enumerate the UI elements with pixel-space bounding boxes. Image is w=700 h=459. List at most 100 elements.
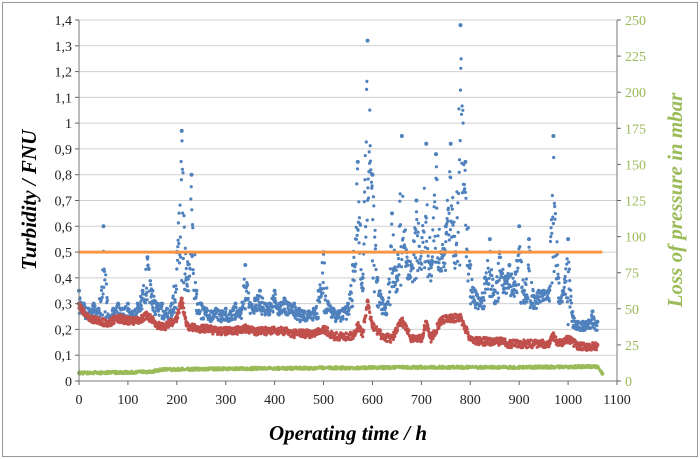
data-point: [194, 295, 198, 299]
data-point: [319, 294, 323, 298]
data-point: [144, 286, 149, 290]
data-point: [431, 216, 435, 220]
data-point: [402, 243, 406, 247]
data-point: [353, 269, 357, 273]
data-point: [470, 290, 474, 294]
data-point: [101, 292, 105, 296]
data-point: [422, 186, 426, 190]
data-point: [548, 341, 552, 345]
data-point: [247, 291, 251, 295]
data-point: [174, 306, 178, 310]
data-point: [293, 305, 298, 309]
data-point: [400, 257, 404, 262]
data-point: [104, 273, 108, 277]
data-point: [179, 178, 183, 182]
data-point: [186, 260, 190, 264]
data-point: [453, 234, 457, 238]
data-point: [456, 259, 460, 263]
data-point: [180, 278, 184, 283]
data-point: [504, 286, 508, 290]
data-point: [491, 277, 495, 281]
data-point: [177, 261, 181, 265]
series-loss-of-pressure: [77, 363, 605, 376]
data-point: [389, 340, 393, 344]
data-point: [181, 301, 185, 305]
data-point: [487, 237, 492, 242]
data-point: [176, 221, 180, 225]
data-point: [489, 287, 493, 291]
data-point: [144, 293, 148, 297]
data-point: [267, 326, 271, 330]
data-point: [177, 211, 181, 215]
data-point: [364, 225, 368, 229]
data-point: [171, 294, 175, 298]
data-point: [219, 320, 223, 324]
data-point: [148, 301, 152, 305]
data-point: [260, 312, 264, 316]
data-point: [463, 190, 467, 194]
data-point: [238, 325, 242, 329]
data-point: [460, 191, 464, 195]
data-point: [518, 245, 522, 249]
data-point: [487, 276, 491, 280]
data-point: [590, 309, 595, 314]
data-point: [455, 241, 459, 245]
data-point: [126, 318, 130, 322]
data-point: [405, 255, 409, 259]
data-point: [556, 272, 560, 276]
data-point: [175, 258, 180, 262]
data-point: [321, 271, 325, 275]
data-point: [146, 263, 150, 267]
data-point: [464, 255, 468, 259]
data-point: [257, 288, 262, 293]
data-point: [393, 283, 397, 287]
data-point: [243, 299, 247, 303]
data-point: [178, 203, 182, 207]
data-point: [326, 326, 330, 330]
data-point: [514, 283, 518, 287]
data-point: [387, 281, 391, 285]
data-point: [365, 218, 369, 222]
data-point: [355, 159, 360, 164]
data-point: [355, 233, 359, 237]
data-point: [351, 336, 355, 340]
data-point: [93, 304, 97, 308]
data-point: [370, 172, 375, 177]
data-point: [378, 329, 383, 333]
data-point: [101, 224, 106, 229]
data-point: [385, 312, 389, 316]
data-point: [448, 170, 452, 174]
data-point: [457, 170, 461, 174]
data-point: [372, 204, 376, 208]
data-point: [184, 316, 188, 320]
x-axis-label: Operating time / h: [269, 421, 427, 445]
data-point: [325, 286, 329, 290]
data-point: [429, 274, 434, 278]
data-point: [178, 235, 182, 239]
data-point: [454, 253, 458, 257]
data-point: [551, 215, 555, 219]
data-point: [456, 201, 460, 205]
data-point: [344, 317, 348, 321]
data-point: [566, 237, 571, 242]
data-point: [125, 301, 130, 306]
x-tick-label: 200: [166, 393, 187, 408]
y2-tick-label: 250: [625, 14, 646, 29]
data-point: [388, 303, 392, 307]
data-point: [385, 339, 389, 344]
data-point: [408, 259, 412, 264]
data-point: [241, 305, 245, 309]
data-point: [179, 128, 184, 133]
data-point: [322, 286, 326, 291]
data-point: [183, 272, 187, 276]
data-point: [539, 300, 543, 304]
data-point: [373, 228, 377, 232]
data-point: [361, 335, 365, 339]
data-point: [417, 244, 421, 248]
data-point: [371, 276, 375, 280]
data-point: [355, 182, 359, 186]
y2-axis-label: Loss of pressure in mbar: [663, 92, 687, 309]
data-point: [551, 331, 556, 335]
data-point: [187, 262, 191, 266]
data-point: [530, 280, 534, 285]
